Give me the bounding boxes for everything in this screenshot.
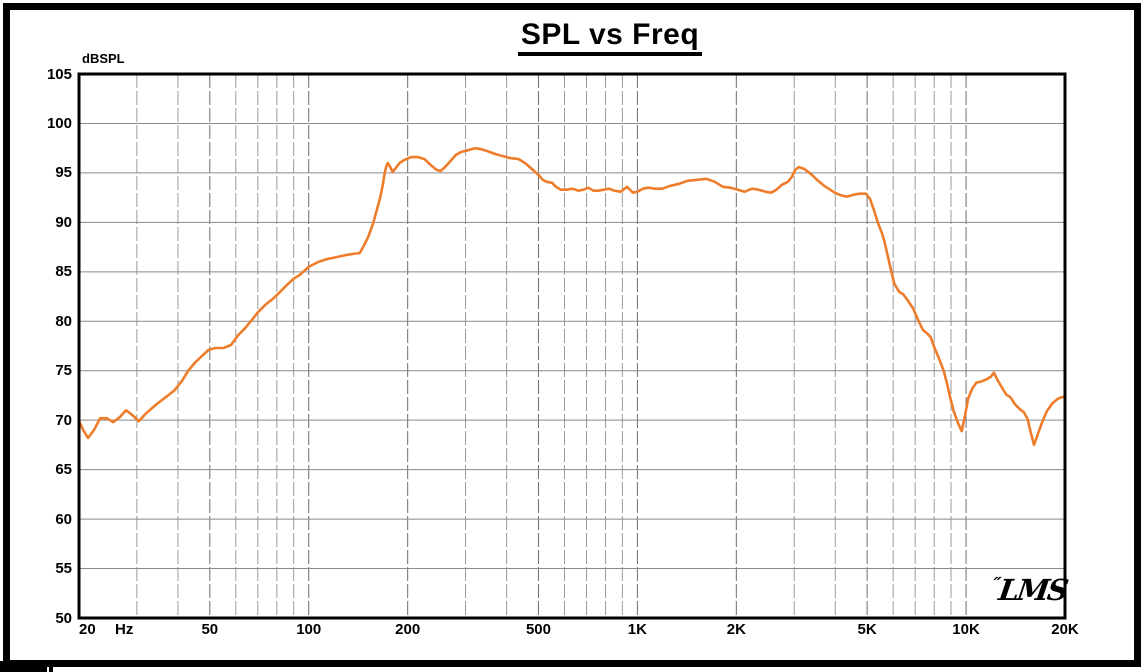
plot-frame — [77, 72, 1067, 620]
spl-curve — [77, 146, 1067, 447]
y-tick-label-70: 70 — [55, 411, 72, 429]
y-tick-label-95: 95 — [55, 164, 72, 182]
x-tick-label-20: 20 — [79, 621, 96, 638]
y-tick-label-90: 90 — [55, 213, 72, 231]
x-tick-label-20K: 20K — [1051, 621, 1079, 638]
window-bottom-border — [0, 661, 1141, 667]
y-axis-unit-label: dBSPL — [82, 51, 125, 66]
y-tick-label-100: 100 — [46, 114, 72, 132]
x-tick-label-1K: 1K — [627, 621, 647, 638]
x-tick-label-5K: 5K — [857, 621, 877, 638]
x-axis-unit-label: Hz — [115, 621, 134, 638]
y-tick-label-60: 60 — [55, 510, 72, 528]
x-tick-label-500: 500 — [525, 621, 551, 638]
lms-logo-text: LMS — [996, 573, 1069, 607]
x-tick-label-10K: 10K — [952, 621, 980, 638]
cropped-window-fragment — [0, 666, 47, 672]
cropped-window-fragment-divider — [49, 666, 53, 672]
x-tick-label-200: 200 — [395, 621, 421, 638]
y-tick-label-80: 80 — [55, 312, 72, 330]
x-tick-label-2K: 2K — [726, 621, 746, 638]
y-tick-label-55: 55 — [55, 560, 72, 578]
lms-logo: ″LMS — [990, 573, 1069, 607]
x-tick-label-100: 100 — [296, 621, 322, 638]
chart-title: SPL vs Freq — [440, 18, 780, 56]
y-tick-label-50: 50 — [55, 609, 72, 627]
y-tick-label-65: 65 — [55, 461, 72, 479]
y-tick-label-85: 85 — [55, 263, 72, 281]
x-tick-label-50: 50 — [201, 621, 219, 638]
y-tick-label-75: 75 — [55, 362, 72, 380]
y-tick-label-105: 105 — [46, 65, 72, 83]
chart-title-text: SPL vs Freq — [517, 18, 703, 56]
